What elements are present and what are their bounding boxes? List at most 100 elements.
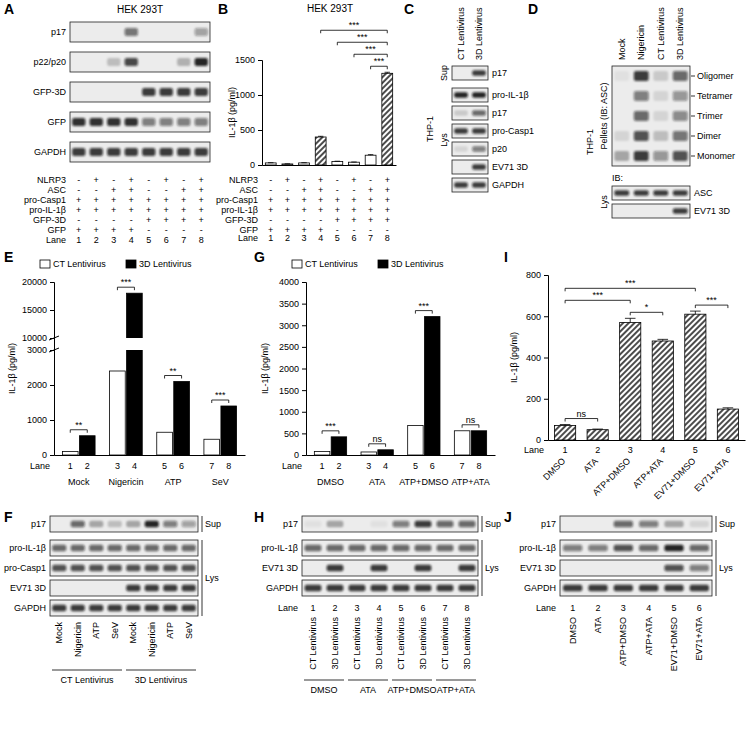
condition-value: +	[129, 225, 134, 235]
condition-value: +	[129, 175, 134, 185]
band	[305, 545, 322, 551]
panel-letter: J	[504, 509, 512, 525]
tick-mark	[544, 316, 548, 317]
tick-label: 2000	[279, 364, 299, 374]
row-label: EV71 3D	[262, 563, 299, 573]
significance-label: ***	[374, 56, 385, 66]
y-tick: 2500	[279, 342, 306, 352]
lane-number: 6	[697, 603, 702, 613]
y-tick: 10000	[22, 333, 54, 343]
band	[459, 545, 476, 551]
condition-label: ASC	[47, 185, 66, 195]
blot-frame	[70, 22, 210, 42]
band	[90, 88, 103, 96]
band	[454, 110, 468, 116]
row-label: p17	[51, 27, 66, 37]
y-axis: 0100020003000100001500020000	[22, 277, 55, 460]
band	[90, 118, 103, 126]
bar	[555, 426, 576, 440]
label-dash	[691, 76, 695, 77]
band	[177, 148, 190, 156]
band	[52, 521, 66, 527]
x-tick: EV71+DMSO	[652, 456, 697, 501]
condition-value: +	[164, 205, 169, 215]
band	[72, 118, 85, 126]
panel-letter: H	[254, 509, 264, 525]
tick-label: 1500	[235, 55, 255, 65]
tick-label: 800	[526, 270, 541, 280]
significance-label: **	[170, 366, 178, 376]
axis-line	[263, 165, 397, 166]
section-bracket	[202, 516, 203, 532]
band	[71, 521, 85, 527]
condition-value: +	[129, 205, 134, 215]
tick-label: ATP+DMSO	[399, 477, 448, 487]
band	[393, 585, 410, 591]
y-tick: 0	[536, 435, 548, 445]
band	[163, 565, 177, 571]
blot-frame	[452, 160, 488, 174]
band	[634, 190, 649, 196]
row-label: p17	[31, 519, 46, 529]
error-bar	[301, 162, 306, 163]
band	[664, 585, 683, 591]
bar	[174, 382, 190, 456]
condition-value: +	[129, 195, 134, 205]
bar	[221, 406, 237, 455]
lane-name: 3D Lentivirus	[474, 7, 484, 60]
condition-value: +	[146, 195, 151, 205]
lane-name: 3D Lentivirus	[462, 617, 472, 670]
band	[52, 565, 66, 571]
significance-label: **	[75, 420, 83, 430]
tick-label: ATP+ATA	[451, 477, 489, 487]
band	[145, 545, 159, 551]
band	[163, 545, 177, 551]
significance-label: ***	[121, 277, 132, 287]
lane-name: ATP	[91, 622, 101, 639]
error-bar	[592, 429, 603, 431]
band	[634, 131, 649, 141]
error-bar	[690, 311, 701, 314]
blot-panel: Cp17Suppro-IL-1βp17pro-Casp1p20EV71 3DGA…	[404, 1, 534, 192]
row-label: p17	[283, 519, 298, 529]
section-label: Lys	[439, 133, 449, 147]
group-line	[126, 670, 196, 671]
condition-value: +	[146, 215, 151, 225]
band	[107, 118, 120, 126]
blot-frame	[452, 124, 488, 138]
band	[472, 110, 486, 116]
band	[393, 565, 410, 571]
band	[52, 585, 66, 591]
band	[89, 585, 103, 591]
y-tick: 600	[526, 312, 548, 322]
tick-label: ATA	[581, 456, 600, 475]
band	[639, 585, 658, 591]
band	[107, 88, 120, 96]
condition-value: -	[352, 185, 355, 195]
lane-number: 5	[671, 603, 676, 613]
condition-value: -	[112, 175, 115, 185]
tick-label: ATA	[369, 477, 385, 487]
blot-frame	[302, 540, 478, 556]
band	[472, 182, 486, 188]
row-label: GAPDH	[34, 147, 66, 157]
condition-value: -	[386, 225, 389, 235]
condition-value: +	[301, 225, 306, 235]
condition-value: +	[368, 205, 373, 215]
bar	[331, 437, 346, 455]
condition-label: pro-IL-1β	[221, 205, 258, 215]
axis-line	[258, 61, 263, 166]
band	[415, 545, 432, 551]
condition-value: +	[164, 215, 169, 225]
tick-mark	[258, 60, 262, 61]
error-bar	[385, 72, 390, 73]
section-label: Sup	[719, 519, 735, 529]
condition-value: +	[368, 185, 373, 195]
tick-label: ATP	[165, 477, 182, 487]
band	[459, 585, 476, 591]
condition-value: -	[77, 215, 80, 225]
tick-label: ATP+ATA	[631, 456, 665, 490]
lane-number: 4	[129, 235, 134, 245]
tick-mark	[302, 390, 306, 391]
tick-mark	[50, 385, 54, 386]
